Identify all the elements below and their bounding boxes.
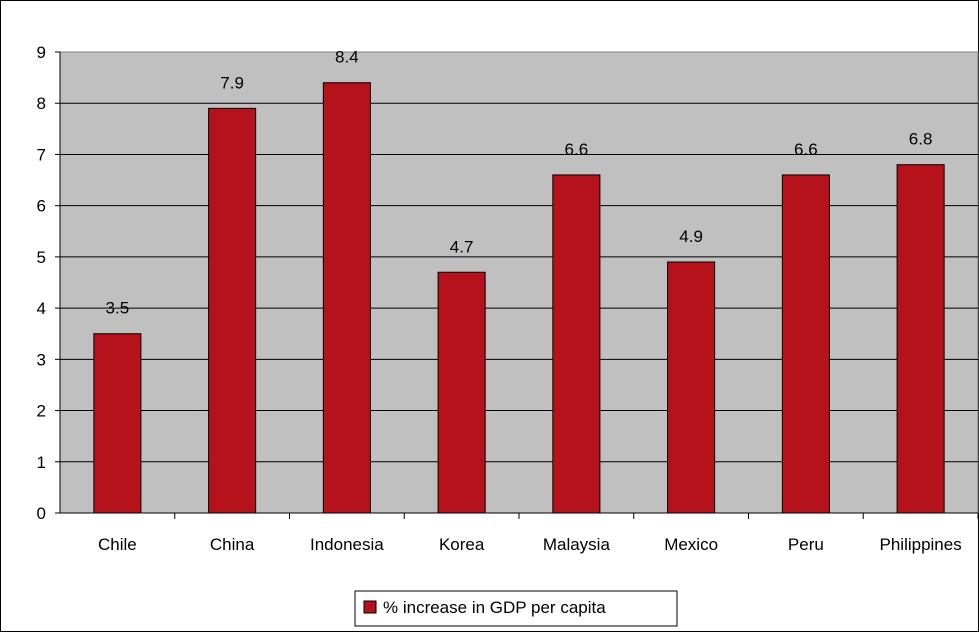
y-tick-label: 9 bbox=[37, 43, 46, 62]
data-label: 3.5 bbox=[106, 299, 130, 318]
bar bbox=[208, 107, 257, 514]
bars: 3.5 7.9 8.4 4.7 6.6 4.9 6.6 6.8 bbox=[93, 48, 945, 514]
x-tick-label: Peru bbox=[788, 535, 824, 554]
axes: 0 1 2 3 4 5 6 7 8 9 Chile China Indonesia Korea Malays… bbox=[37, 43, 979, 554]
y-tick-label: 6 bbox=[37, 197, 46, 216]
y-tick-label: 4 bbox=[37, 299, 46, 318]
plot-area bbox=[59, 51, 979, 514]
x-tick-label: Indonesia bbox=[310, 535, 384, 554]
x-tick-label: Chile bbox=[98, 535, 137, 554]
bar bbox=[93, 333, 142, 514]
data-label: 4.9 bbox=[679, 227, 703, 246]
y-tick-label: 3 bbox=[37, 350, 46, 369]
data-label: 7.9 bbox=[220, 73, 244, 92]
y-tick-label: 8 bbox=[37, 94, 46, 113]
bar bbox=[896, 164, 945, 514]
data-label: 4.7 bbox=[450, 237, 474, 256]
bar bbox=[667, 261, 716, 514]
data-label: 6.8 bbox=[909, 130, 933, 149]
bar bbox=[552, 174, 601, 514]
y-tick-label: 7 bbox=[37, 145, 46, 164]
y-tick-label: 2 bbox=[37, 402, 46, 421]
data-label: 6.6 bbox=[794, 140, 818, 159]
y-tick-label: 5 bbox=[37, 248, 46, 267]
x-tick-label: Malaysia bbox=[543, 535, 611, 554]
data-label: 8.4 bbox=[335, 48, 359, 67]
legend: % increase in GDP per capita bbox=[354, 590, 678, 627]
data-label: 6.6 bbox=[565, 140, 589, 159]
legend-box bbox=[354, 590, 678, 627]
bar bbox=[437, 271, 486, 514]
legend-swatch bbox=[363, 600, 377, 614]
x-tick-label: Mexico bbox=[664, 535, 718, 554]
x-tick-label: China bbox=[210, 535, 255, 554]
bar bbox=[322, 82, 371, 514]
y-tick-label: 1 bbox=[37, 453, 46, 472]
x-tick-label: Korea bbox=[439, 535, 485, 554]
y-tick-label: 0 bbox=[37, 504, 46, 523]
legend-label: % increase in GDP per capita bbox=[383, 598, 606, 617]
x-tick-label: Philippines bbox=[880, 535, 962, 554]
bar bbox=[781, 174, 830, 514]
